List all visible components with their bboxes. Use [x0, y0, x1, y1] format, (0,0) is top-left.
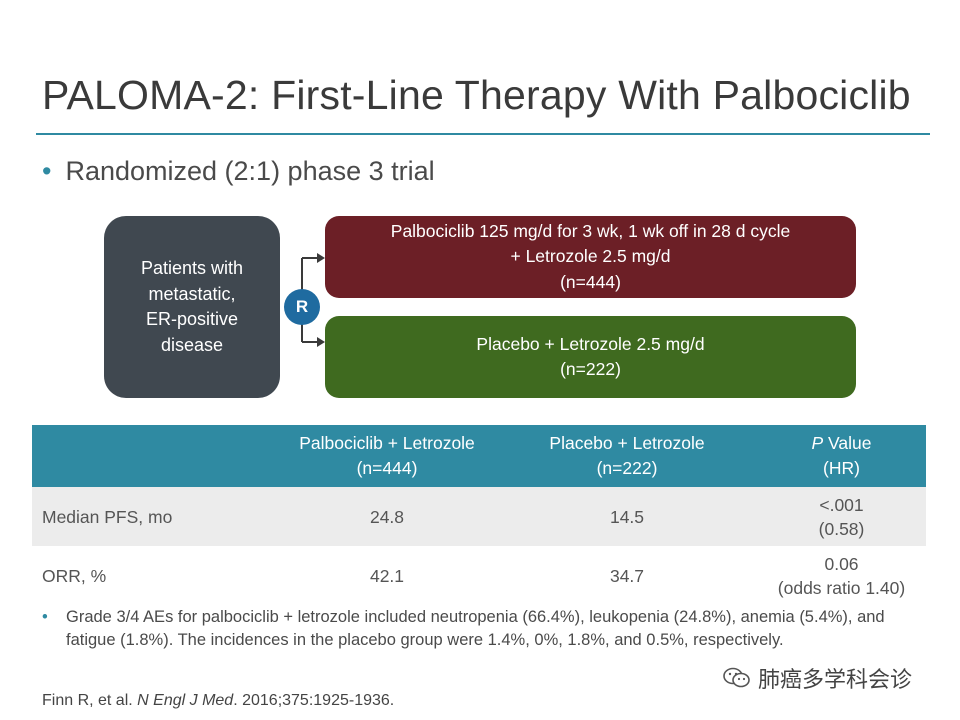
cell-palbo: 42.1: [277, 546, 497, 605]
ae-note: • Grade 3/4 AEs for palbociclib + letroz…: [42, 606, 922, 652]
row-label: Median PFS, mo: [32, 487, 277, 546]
randomize-badge: R: [284, 289, 320, 325]
patients-box: Patients with metastatic, ER-positive di…: [104, 216, 280, 398]
cell-pvalue: 0.06 (odds ratio 1.40): [757, 546, 926, 605]
slide-title: PALOMA-2: First-Line Therapy With Palboc…: [42, 72, 911, 118]
patients-line: ER-positive: [145, 309, 239, 329]
table-header-pvalue: P Value (HR): [757, 425, 926, 487]
arm-palbociclib: Palbociclib 125 mg/d for 3 wk, 1 wk off …: [325, 216, 856, 298]
bullet-dot-icon: •: [42, 156, 52, 186]
arm1-line: Palbociclib 125 mg/d for 3 wk, 1 wk off …: [390, 220, 791, 241]
bullet-text: Randomized (2:1) phase 3 trial: [65, 156, 435, 186]
patients-line: metastatic,: [148, 283, 236, 304]
table-row: ORR, % 42.1 34.7 0.06 (odds ratio 1.40): [32, 546, 926, 605]
arm1-line: (n=444): [560, 271, 621, 292]
arm1-line: + Letrozole 2.5 mg/d: [510, 246, 671, 267]
bullet-randomized: • Randomized (2:1) phase 3 trial: [42, 156, 435, 187]
watermark-text: 肺癌多学科会诊: [758, 667, 913, 692]
cell-palbo: 24.8: [277, 487, 497, 546]
journal-name: N Engl J Med: [137, 692, 234, 709]
cell-placebo: 34.7: [497, 546, 757, 605]
table-header-row: Palbociclib + Letrozole (n=444) Placebo …: [32, 425, 926, 487]
table-header-palbo: Palbociclib + Letrozole (n=444): [277, 425, 497, 487]
arrow-right-icon: [317, 337, 325, 347]
arm-placebo: Placebo + Letrozole 2.5 mg/d (n=222): [325, 316, 856, 398]
citation: Finn R, et al. N Engl J Med. 2016;375:19…: [42, 692, 395, 709]
watermark: 肺癌多学科会诊: [722, 662, 912, 694]
patients-line: disease: [160, 334, 224, 355]
arm2-line: Placebo + Letrozole 2.5 mg/d: [476, 333, 705, 354]
bullet-dot-icon: •: [42, 608, 48, 626]
patients-line: Patients with: [140, 258, 244, 278]
results-table: Palbociclib + Letrozole (n=444) Placebo …: [32, 425, 926, 605]
table-row: Median PFS, mo 24.8 14.5 <.001 (0.58): [32, 487, 926, 546]
arm2-line: (n=222): [560, 359, 621, 379]
wechat-icon: [723, 667, 750, 688]
cell-pvalue: <.001 (0.58): [757, 487, 926, 546]
row-label: ORR, %: [32, 546, 277, 605]
arrow-right-icon: [317, 253, 325, 263]
cell-placebo: 14.5: [497, 487, 757, 546]
title-rule: [36, 133, 930, 135]
ae-note-text: Grade 3/4 AEs for palbociclib + letrozol…: [66, 608, 885, 649]
table-header-empty: [32, 425, 277, 487]
table-header-placebo: Placebo + Letrozole (n=222): [497, 425, 757, 487]
